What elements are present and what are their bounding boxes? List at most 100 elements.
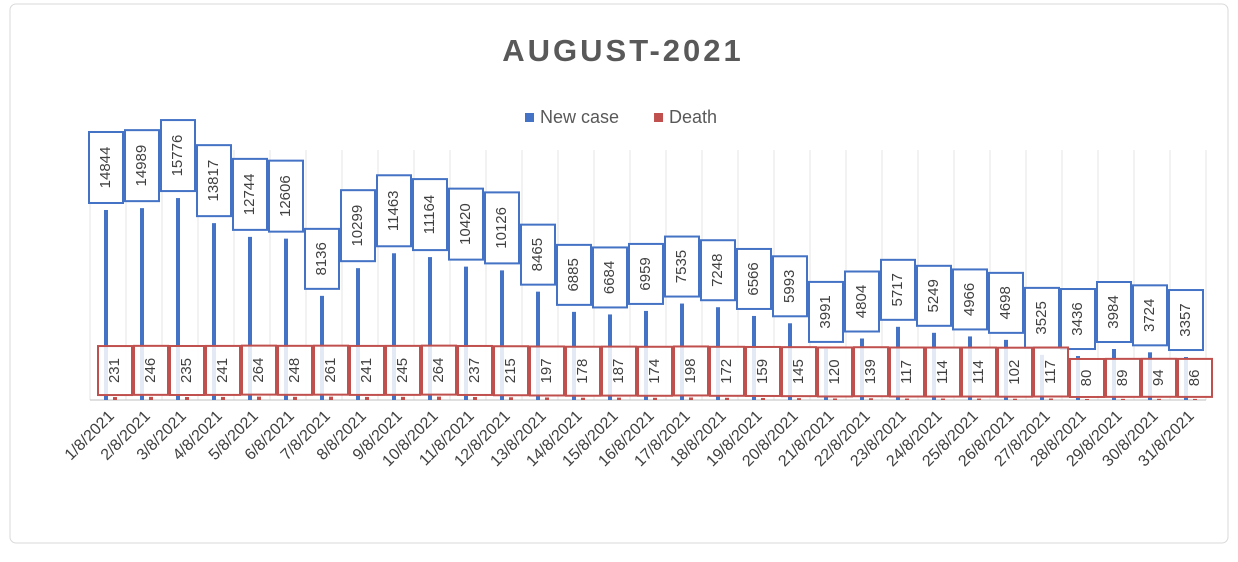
data-label: 264	[430, 358, 447, 383]
bar	[977, 398, 981, 400]
data-label: 86	[1186, 370, 1203, 387]
data-label-box	[745, 345, 781, 397]
data-label: 15776	[169, 135, 186, 177]
data-label-box	[736, 247, 772, 310]
data-label-box	[808, 280, 844, 343]
data-label: 5717	[889, 273, 906, 306]
data-label: 3724	[1141, 299, 1158, 332]
data-label: 241	[358, 358, 375, 383]
data-label-box	[556, 243, 592, 306]
data-label-box	[637, 345, 673, 397]
data-label-box	[88, 130, 124, 204]
bar	[221, 396, 225, 400]
bar	[437, 396, 441, 400]
data-label: 10299	[349, 205, 366, 247]
data-label-box	[1168, 289, 1204, 352]
data-label-box	[304, 227, 340, 290]
data-label: 248	[286, 358, 303, 383]
bar	[284, 238, 288, 400]
data-label-box	[340, 189, 376, 263]
data-label: 114	[934, 360, 951, 384]
bar	[248, 236, 252, 400]
data-label-box	[277, 344, 313, 396]
data-label: 235	[178, 358, 195, 383]
bar	[797, 398, 801, 400]
bar	[464, 266, 468, 400]
data-label-box	[124, 129, 160, 203]
data-label: 6959	[637, 257, 654, 290]
data-label: 6684	[601, 261, 618, 294]
data-label-box	[709, 345, 745, 397]
data-label: 102	[1006, 360, 1023, 385]
data-label: 8136	[313, 242, 330, 275]
data-label: 10126	[493, 207, 510, 249]
data-label: 94	[1150, 369, 1167, 386]
data-label-box	[196, 144, 232, 218]
bar	[833, 398, 837, 400]
data-label-box	[1024, 286, 1060, 349]
data-label: 4966	[961, 283, 978, 316]
bar	[104, 209, 108, 400]
data-label-box	[601, 345, 637, 397]
data-label: 8465	[529, 238, 546, 271]
data-label: 245	[394, 358, 411, 383]
bar	[329, 396, 333, 400]
bar	[428, 257, 432, 400]
bar	[689, 397, 693, 400]
data-label-box	[1141, 357, 1177, 398]
data-label: 237	[466, 358, 483, 383]
data-label-box	[205, 344, 241, 396]
data-label-box	[313, 344, 349, 396]
data-label-box	[520, 223, 556, 286]
data-label-box	[988, 271, 1024, 334]
data-label-box	[817, 346, 853, 398]
data-label-box	[268, 159, 304, 233]
bar	[725, 397, 729, 400]
data-label-box	[97, 345, 133, 397]
data-label: 117	[898, 360, 915, 384]
bar	[113, 397, 117, 400]
data-label-box	[700, 239, 736, 302]
data-label-box	[961, 346, 997, 398]
data-label: 3984	[1105, 295, 1122, 328]
data-label-box	[880, 258, 916, 321]
bar	[293, 396, 297, 400]
data-label-box	[565, 345, 601, 397]
data-label-box	[241, 344, 277, 396]
data-label-box	[1096, 281, 1132, 344]
bar	[869, 398, 873, 400]
bar	[1193, 398, 1197, 400]
bar	[500, 270, 504, 400]
data-label-box	[1060, 288, 1096, 351]
data-label-box	[385, 344, 421, 396]
data-label-box	[997, 346, 1033, 398]
data-label: 139	[862, 359, 879, 384]
bar	[1013, 398, 1017, 400]
data-label: 231	[106, 358, 123, 383]
data-label: 6885	[565, 258, 582, 291]
data-label-box	[160, 119, 196, 193]
data-label-box	[529, 345, 565, 397]
bar	[761, 397, 765, 400]
data-label-box	[169, 344, 205, 396]
data-label-box	[232, 157, 268, 231]
chart-title: AUGUST-2021	[502, 33, 743, 68]
data-label-box	[853, 346, 889, 398]
bar	[581, 397, 585, 400]
bar	[356, 268, 360, 400]
data-label: 117	[1042, 360, 1059, 384]
bar	[617, 397, 621, 400]
data-label-box	[1132, 284, 1168, 347]
bar	[212, 223, 216, 400]
data-label: 7248	[709, 254, 726, 287]
data-label: 172	[718, 359, 735, 384]
data-label-box	[376, 174, 412, 248]
data-label: 241	[214, 358, 231, 383]
bar	[1121, 398, 1125, 400]
data-label: 6566	[745, 262, 762, 295]
data-label-box	[1033, 346, 1069, 398]
data-label: 120	[826, 359, 843, 384]
bar	[545, 397, 549, 400]
data-label: 14989	[133, 145, 150, 187]
